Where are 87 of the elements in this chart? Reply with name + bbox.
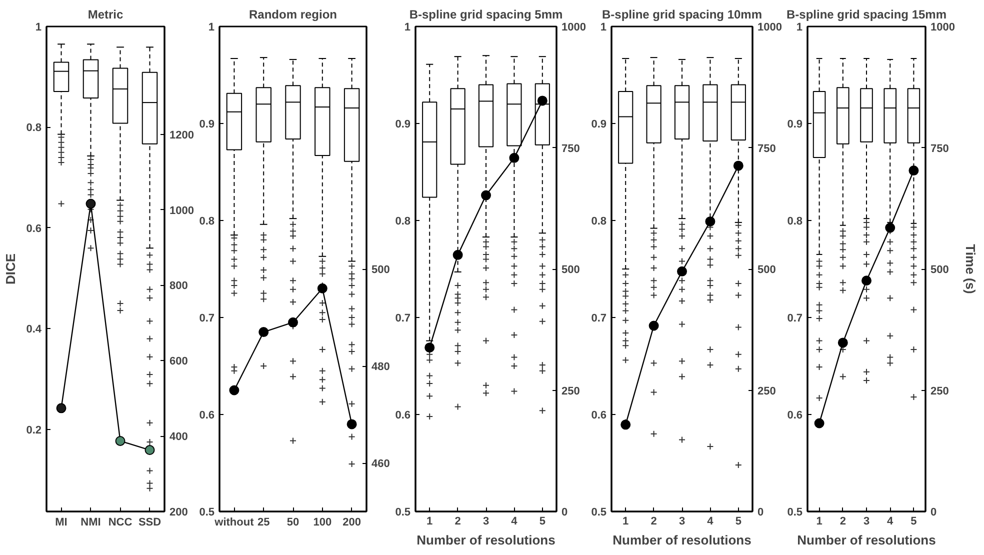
x-tick-label: 200 (342, 516, 361, 528)
y2-tick-label: 480 (372, 361, 390, 373)
y2-tick-label: 1000 (170, 204, 194, 217)
y-tick-label: 1 (796, 22, 803, 34)
y-tick-label: 0.6 (591, 410, 607, 422)
y2-tick-label: 250 (930, 385, 949, 398)
x-tick-label: SSD (138, 516, 162, 528)
x-tick-label: without (214, 516, 254, 528)
y-tick-label: 0.9 (199, 118, 215, 130)
x-axis-title: Number of resolutions (612, 532, 752, 548)
y-tick-label: 0.8 (787, 216, 803, 228)
x-tick-label: 4 (707, 516, 714, 528)
y2-tick-label: 750 (930, 142, 949, 155)
y-tick-label: 0.6 (26, 222, 42, 235)
x-tick-label: 100 (313, 516, 332, 528)
y2-tick-label: 250 (758, 385, 776, 398)
x-tick-label: 25 (257, 516, 270, 528)
y-tick-label: 0.6 (199, 410, 215, 422)
x-tick-label: 2 (840, 516, 846, 528)
y-tick-label: 0.7 (199, 312, 215, 324)
y2-tick-label: 750 (758, 142, 776, 155)
y2-tick-label: 500 (758, 264, 776, 276)
y-tick-label: 0.9 (395, 118, 411, 130)
y-tick-label: 1 (35, 22, 42, 34)
y-tick-label: 0.5 (787, 506, 803, 518)
y2-tick-label: 800 (170, 280, 188, 292)
x-tick-label: 5 (539, 516, 546, 528)
x-tick-label: NCC (108, 516, 132, 528)
y2-tick-label: 1000 (758, 22, 782, 34)
chart-title: B-spline grid spacing 5mm (409, 8, 563, 22)
y2-tick-label: 0 (930, 506, 937, 518)
x-tick-label: 2 (650, 516, 657, 528)
y-tick-label: 0.5 (591, 506, 607, 518)
y2-tick-label: 0 (758, 506, 764, 518)
y-tick-label: 1 (208, 22, 215, 34)
x-tick-label: 3 (863, 516, 870, 528)
y2-tick-label: 600 (170, 356, 188, 368)
x-tick-label: 50 (286, 516, 300, 528)
x-tick-label: 5 (910, 516, 917, 528)
x-tick-label: 3 (678, 516, 686, 528)
x-tick-label: 4 (511, 516, 518, 528)
y-tick-label: 0.4 (26, 324, 42, 336)
x-axis-title: Number of resolutions (416, 532, 556, 548)
y-tick-label: 0.8 (591, 216, 607, 228)
chart-title: B-spline grid spacing 15mm (786, 8, 947, 22)
x-tick-label: 2 (454, 516, 461, 528)
x-tick-label: 1 (622, 516, 629, 528)
x-tick-label: 1 (426, 516, 433, 528)
y-tick-label: 0.6 (395, 410, 411, 422)
y2-axis-title: Time (s) (962, 244, 978, 294)
y-tick-label: 0.5 (199, 506, 215, 518)
y-tick-label: 0.6 (787, 410, 803, 422)
x-axis-title: Number of resolutions (797, 532, 936, 548)
x-tick-label: MI (55, 516, 68, 528)
y2-tick-label: 500 (930, 264, 949, 276)
y-tick-label: 0.5 (395, 506, 411, 518)
y-tick-label: 0.2 (26, 424, 42, 436)
y-tick-label: 0.7 (591, 312, 607, 324)
y2-tick-label: 400 (170, 431, 188, 444)
y-tick-label: 0.8 (395, 216, 411, 228)
y2-tick-label: 1000 (562, 22, 586, 34)
y-tick-label: 0.9 (591, 118, 607, 130)
y-tick-label: 0.9 (787, 118, 803, 130)
y2-tick-label: 0 (562, 506, 568, 518)
x-tick-label: 4 (887, 516, 894, 528)
chart-title: Metric (88, 8, 124, 22)
y-tick-label: 1 (404, 22, 411, 34)
x-tick-label: NMI (80, 516, 101, 528)
y2-tick-label: 460 (372, 458, 390, 470)
x-tick-label: 5 (735, 516, 742, 528)
y-tick-label: 1 (600, 22, 607, 34)
y-tick-label: 0.8 (199, 216, 215, 228)
y-tick-label: 0.7 (395, 312, 411, 324)
x-tick-label: 1 (816, 516, 822, 528)
y2-tick-label: 500 (372, 264, 390, 276)
y2-tick-label: 250 (562, 385, 580, 398)
y-axis-title: DICE (3, 253, 18, 285)
y-tick-label: 0.8 (26, 122, 42, 134)
x-tick-label: 3 (482, 516, 490, 528)
y2-tick-label: 1000 (930, 22, 955, 34)
chart-title: Random region (249, 8, 338, 22)
y2-tick-label: 500 (562, 264, 580, 276)
y2-tick-label: 200 (170, 506, 188, 518)
y-tick-label: 0.7 (787, 312, 803, 324)
chart-title: B-spline grid spacing 10mm (602, 8, 762, 22)
y2-tick-label: 750 (562, 142, 580, 155)
y2-tick-label: 1200 (170, 129, 194, 142)
